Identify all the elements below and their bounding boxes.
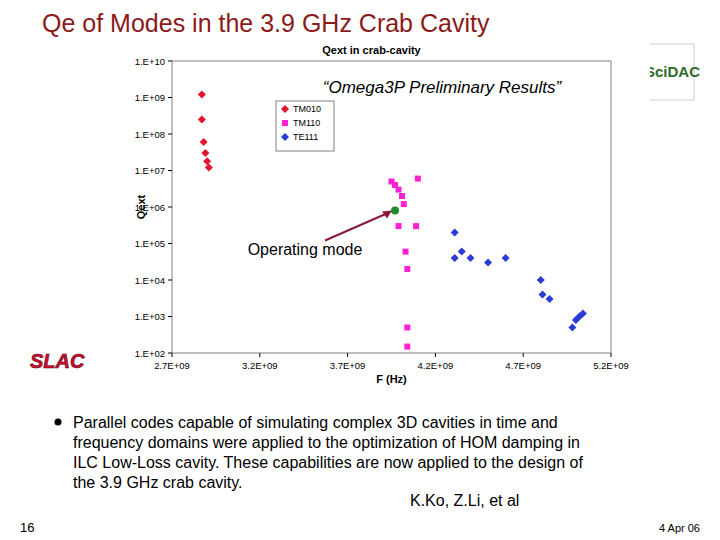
x-tick-label: 3.7E+09 (330, 360, 366, 371)
data-point (415, 176, 421, 182)
marks (198, 91, 587, 350)
chart-area (118, 40, 650, 390)
x-tick (172, 353, 173, 357)
y-tick (168, 316, 172, 317)
date: 4 Apr 06 (659, 522, 700, 534)
data-point (568, 323, 576, 331)
x-tick (611, 353, 612, 357)
x-tick-label: 3.2E+09 (242, 360, 278, 371)
x-axis-label: F (Hz) (376, 373, 407, 385)
subtitle: “Omega3P Preliminary Results” (323, 78, 563, 97)
data-point (502, 254, 510, 262)
data-point (404, 324, 410, 330)
y-tick (168, 243, 172, 244)
authors: K.Ko, Z.Li, et al (410, 492, 519, 509)
data-point (403, 249, 409, 255)
annotation-text: Operating mode (248, 241, 363, 258)
data-point (399, 193, 405, 199)
data-point (539, 291, 547, 299)
bullet-line: ILC Low-Loss cavity. These capabilities … (73, 454, 583, 471)
data-point (467, 254, 475, 262)
operating-mode-point (391, 207, 399, 215)
y-tick (168, 61, 172, 62)
y-tick-label: 1.E+07 (135, 165, 165, 176)
arrow-head (382, 211, 392, 219)
slide-title: Qe of Modes in the 3.9 GHz Crab Cavity (42, 9, 490, 37)
y-tick-label: 1.E+09 (135, 92, 165, 103)
y-tick (168, 353, 172, 354)
data-point (205, 164, 213, 172)
background (0, 0, 720, 540)
legend-box (276, 101, 334, 151)
legend-marker (281, 133, 289, 141)
bullet-line: Parallel codes capable of simulating com… (73, 414, 558, 431)
data-point (484, 259, 492, 267)
bullet-line: frequency domains were applied to the op… (73, 434, 580, 451)
y-tick-label: 1.E+08 (135, 129, 165, 140)
legend-label: TE111 (293, 132, 318, 142)
x-tick (435, 353, 436, 357)
legend-marker (282, 120, 288, 126)
data-point (537, 276, 545, 284)
data-point (396, 223, 402, 229)
x-tick (523, 353, 524, 357)
data-point (404, 266, 410, 272)
y-tick-label: 1.E+03 (135, 311, 165, 322)
data-point (198, 91, 206, 99)
data-point (451, 229, 459, 237)
y-tick (168, 134, 172, 135)
chart-title: Qext in crab-cavity (322, 44, 421, 56)
data-point (546, 295, 554, 303)
x-tick-label: 5.2E+09 (593, 360, 629, 371)
data-point (201, 149, 209, 157)
annotation-arrow (325, 213, 389, 241)
y-tick-label: 1.E+05 (135, 238, 165, 249)
page-number: 16 (20, 520, 34, 535)
data-point (458, 248, 466, 256)
slac-logo: SLAC (30, 350, 85, 372)
logo-text: SciDAC (645, 63, 700, 80)
y-axis-label: Qext (135, 194, 147, 219)
x-tick-label: 2.7E+09 (154, 360, 190, 371)
x-tick-label: 4.2E+09 (418, 360, 454, 371)
y-tick-label: 1.E+04 (135, 275, 165, 286)
legend-label: TM110 (293, 118, 320, 128)
y-tick-label: 1.E+02 (135, 348, 165, 359)
y-tick (168, 280, 172, 281)
legend: TM010 TM110 TE111 (276, 101, 334, 151)
plot-frame (172, 61, 611, 353)
data-point (401, 201, 407, 207)
data-point (451, 254, 459, 262)
x-tick-label: 4.7E+09 (505, 360, 541, 371)
x-tick (259, 353, 260, 357)
y-tick (168, 207, 172, 208)
data-point (413, 223, 419, 229)
x-tick (347, 353, 348, 357)
data-point (579, 310, 587, 318)
y-tick-label: 1.E+10 (135, 56, 165, 67)
data-point (198, 115, 206, 123)
data-point (200, 138, 208, 146)
legend-marker (281, 105, 289, 113)
data-point (396, 187, 402, 193)
slide: Qe of Modes in the 3.9 GHz Crab Cavity Sc… (0, 0, 720, 540)
bullet-line: the 3.9 GHz crab cavity. (73, 474, 243, 491)
data-point (404, 344, 410, 350)
bullet-dot (55, 419, 62, 426)
legend-label: TM010 (293, 104, 321, 114)
y-tick (168, 97, 172, 98)
y-tick (168, 170, 172, 171)
data-point (203, 157, 211, 165)
chart: Qext in crab-cavity 1.E+02 1.E+03 1.E+04 1.E… (118, 40, 650, 390)
